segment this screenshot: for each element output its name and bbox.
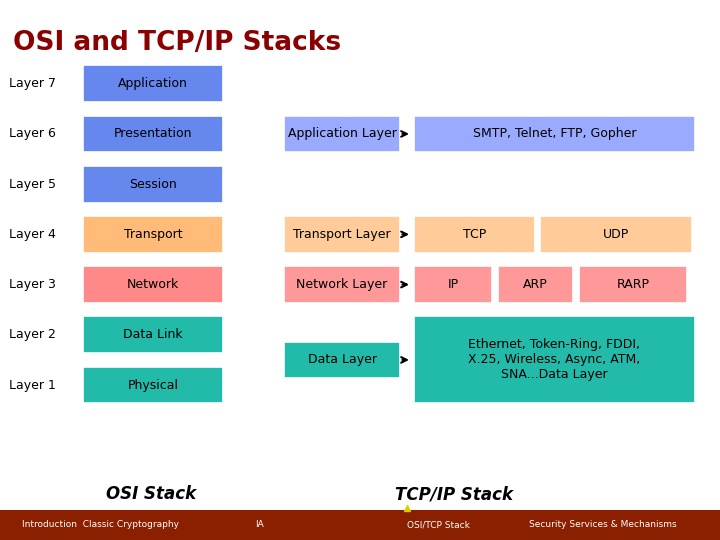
Text: Layer 5: Layer 5 xyxy=(9,178,55,191)
FancyBboxPatch shape xyxy=(284,216,400,253)
Text: Layer 3: Layer 3 xyxy=(9,278,55,291)
FancyBboxPatch shape xyxy=(498,266,573,303)
Text: Physical: Physical xyxy=(127,379,179,392)
FancyBboxPatch shape xyxy=(414,316,695,403)
Text: Security Services & Mechanisms: Security Services & Mechanisms xyxy=(529,520,677,529)
FancyBboxPatch shape xyxy=(284,342,400,378)
Text: Data Link: Data Link xyxy=(123,328,183,341)
Text: TCP/IP Stack: TCP/IP Stack xyxy=(395,485,513,503)
FancyBboxPatch shape xyxy=(284,116,400,152)
Text: Data Layer: Data Layer xyxy=(307,353,377,367)
Text: Ethernet, Token-Ring, FDDI,
X.25, Wireless, Async, ATM,
SNA...Data Layer: Ethernet, Token-Ring, FDDI, X.25, Wirele… xyxy=(468,339,641,381)
Text: Transport Layer: Transport Layer xyxy=(293,228,391,241)
Text: Application Layer: Application Layer xyxy=(287,127,397,140)
Text: OSI and TCP/IP Stacks: OSI and TCP/IP Stacks xyxy=(13,30,341,56)
Text: Layer 2: Layer 2 xyxy=(9,328,55,341)
FancyBboxPatch shape xyxy=(414,266,492,303)
FancyBboxPatch shape xyxy=(83,65,223,102)
FancyBboxPatch shape xyxy=(540,216,692,253)
FancyBboxPatch shape xyxy=(83,216,223,253)
FancyBboxPatch shape xyxy=(83,166,223,202)
Text: Network Layer: Network Layer xyxy=(297,278,387,291)
Text: Layer 4: Layer 4 xyxy=(9,228,55,241)
Text: Transport: Transport xyxy=(124,228,182,241)
FancyBboxPatch shape xyxy=(414,216,534,253)
FancyBboxPatch shape xyxy=(83,316,223,353)
FancyBboxPatch shape xyxy=(579,266,687,303)
Text: Layer 1: Layer 1 xyxy=(9,379,55,392)
Text: OSI Stack: OSI Stack xyxy=(106,485,197,503)
Text: Session: Session xyxy=(129,178,177,191)
Text: UDP: UDP xyxy=(603,228,629,241)
Text: ARP: ARP xyxy=(523,278,548,291)
Text: Presentation: Presentation xyxy=(114,127,192,140)
Text: Layer 6: Layer 6 xyxy=(9,127,55,140)
Text: OSI/TCP Stack: OSI/TCP Stack xyxy=(407,520,469,529)
Text: IA: IA xyxy=(256,520,264,529)
FancyBboxPatch shape xyxy=(83,116,223,152)
Text: SMTP, Telnet, FTP, Gopher: SMTP, Telnet, FTP, Gopher xyxy=(472,127,636,140)
Text: Application: Application xyxy=(118,77,188,90)
Text: TCP: TCP xyxy=(463,228,486,241)
FancyBboxPatch shape xyxy=(83,367,223,403)
FancyBboxPatch shape xyxy=(414,116,695,152)
Text: Layer 7: Layer 7 xyxy=(9,77,55,90)
Text: Introduction  Classic Cryptography: Introduction Classic Cryptography xyxy=(22,520,179,529)
Text: Network: Network xyxy=(127,278,179,291)
FancyBboxPatch shape xyxy=(284,266,400,303)
Text: RARP: RARP xyxy=(616,278,649,291)
FancyBboxPatch shape xyxy=(83,266,223,303)
FancyBboxPatch shape xyxy=(0,510,720,540)
Text: IP: IP xyxy=(448,278,459,291)
